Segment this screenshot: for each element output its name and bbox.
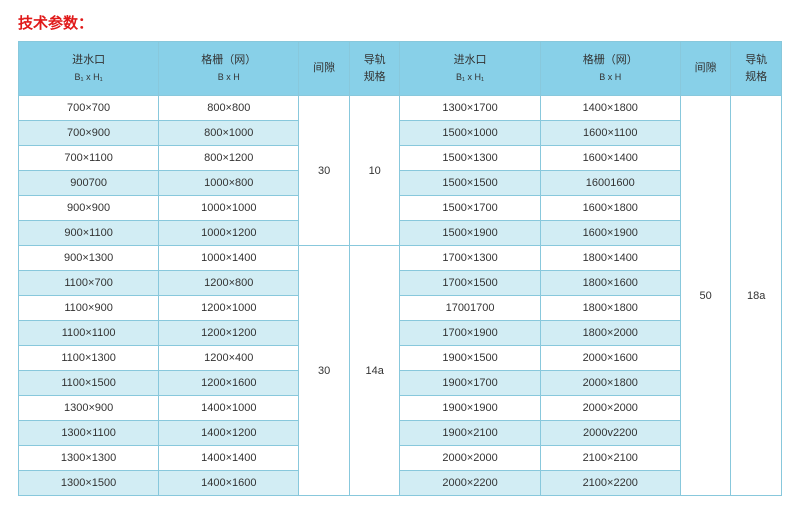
cell-inlet-left: 1300×1500	[19, 471, 159, 496]
table-row: 900×13001000×14003014a1700×13001800×1400	[19, 246, 782, 271]
header-gap-left: 间隙	[299, 42, 350, 96]
table-header-row: 进水口 B₁ x H₁ 格栅（网） B x H 间隙 导轨 规格 进水口 B₁ …	[19, 42, 782, 96]
cell-inlet-left: 1300×1100	[19, 421, 159, 446]
cell-inlet-left: 1100×900	[19, 296, 159, 321]
cell-inlet-right: 1500×1000	[400, 121, 540, 146]
cell-grid-left: 1200×1600	[159, 371, 299, 396]
cell-inlet-left: 700×700	[19, 96, 159, 121]
cell-grid-right: 2000×1800	[540, 371, 680, 396]
header-gap-right: 间隙	[680, 42, 731, 96]
cell-grid-left: 1200×1200	[159, 321, 299, 346]
cell-gap-right: 50	[680, 96, 731, 496]
cell-grid-right: 1600×1400	[540, 146, 680, 171]
cell-grid-left: 1200×800	[159, 271, 299, 296]
cell-grid-right: 1600×1800	[540, 196, 680, 221]
cell-grid-left: 1200×1000	[159, 296, 299, 321]
cell-gap-left-a: 30	[299, 96, 350, 246]
cell-inlet-left: 1300×900	[19, 396, 159, 421]
cell-inlet-right: 1500×1700	[400, 196, 540, 221]
table-row: 700×700800×80030101300×17001400×18005018…	[19, 96, 782, 121]
cell-grid-left: 1400×1200	[159, 421, 299, 446]
cell-grid-left: 800×1000	[159, 121, 299, 146]
table-row: 700×900800×1000 1500×10001600×1100	[19, 121, 782, 146]
table-row: 700×1100800×1200 1500×13001600×1400	[19, 146, 782, 171]
cell-grid-left: 1000×1400	[159, 246, 299, 271]
cell-grid-right: 1600×1100	[540, 121, 680, 146]
cell-inlet-right: 17001700	[400, 296, 540, 321]
cell-grid-right: 2000v2200	[540, 421, 680, 446]
table-row: 900×11001000×1200 1500×19001600×1900	[19, 221, 782, 246]
cell-grid-right: 1800×1400	[540, 246, 680, 271]
cell-grid-left: 1400×1000	[159, 396, 299, 421]
cell-grid-right: 2000×1600	[540, 346, 680, 371]
cell-grid-right: 1400×1800	[540, 96, 680, 121]
cell-grid-right: 2000×2000	[540, 396, 680, 421]
header-rail-left: 导轨 规格	[349, 42, 400, 96]
table-row: 1100×7001200×800 1700×15001800×1600	[19, 271, 782, 296]
cell-inlet-left: 900700	[19, 171, 159, 196]
cell-inlet-left: 900×1100	[19, 221, 159, 246]
cell-grid-right: 1800×1800	[540, 296, 680, 321]
cell-inlet-right: 2000×2000	[400, 446, 540, 471]
spec-table: 进水口 B₁ x H₁ 格栅（网） B x H 间隙 导轨 规格 进水口 B₁ …	[18, 41, 782, 496]
cell-gap-left-b: 30	[299, 246, 350, 496]
cell-grid-right: 1800×1600	[540, 271, 680, 296]
table-row: 1300×13001400×1400 2000×20002100×2100	[19, 446, 782, 471]
cell-grid-right: 16001600	[540, 171, 680, 196]
cell-grid-left: 1400×1400	[159, 446, 299, 471]
cell-grid-left: 1000×800	[159, 171, 299, 196]
cell-grid-right: 1800×2000	[540, 321, 680, 346]
table-row: 1100×13001200×400 1900×15002000×1600	[19, 346, 782, 371]
cell-grid-left: 1200×400	[159, 346, 299, 371]
cell-inlet-left: 900×900	[19, 196, 159, 221]
table-row: 1100×15001200×1600 1900×17002000×1800	[19, 371, 782, 396]
header-inlet-right: 进水口 B₁ x H₁	[400, 42, 540, 96]
table-row: 1300×11001400×1200 1900×21002000v2200	[19, 421, 782, 446]
cell-rail-right: 18a	[731, 96, 782, 496]
cell-grid-right: 1600×1900	[540, 221, 680, 246]
table-row: 1100×9001200×1000 170017001800×1800	[19, 296, 782, 321]
cell-inlet-right: 1900×1500	[400, 346, 540, 371]
cell-grid-left: 1400×1600	[159, 471, 299, 496]
cell-grid-left: 800×1200	[159, 146, 299, 171]
cell-inlet-right: 1700×1500	[400, 271, 540, 296]
table-row: 1300×9001400×1000 1900×19002000×2000	[19, 396, 782, 421]
table-body: 700×700800×80030101300×17001400×18005018…	[19, 96, 782, 496]
cell-grid-left: 1000×1200	[159, 221, 299, 246]
cell-grid-right: 2100×2200	[540, 471, 680, 496]
header-grid-left: 格栅（网） B x H	[159, 42, 299, 96]
cell-inlet-right: 1700×1900	[400, 321, 540, 346]
cell-inlet-right: 1700×1300	[400, 246, 540, 271]
cell-rail-left-a: 10	[349, 96, 400, 246]
cell-grid-left: 800×800	[159, 96, 299, 121]
header-rail-right: 导轨 规格	[731, 42, 782, 96]
table-row: 1100×11001200×1200 1700×19001800×2000	[19, 321, 782, 346]
cell-inlet-left: 1100×700	[19, 271, 159, 296]
cell-inlet-right: 1900×2100	[400, 421, 540, 446]
cell-inlet-right: 2000×2200	[400, 471, 540, 496]
cell-inlet-right: 1500×1300	[400, 146, 540, 171]
header-inlet-left: 进水口 B₁ x H₁	[19, 42, 159, 96]
header-grid-right: 格栅（网） B x H	[540, 42, 680, 96]
cell-inlet-left: 1300×1300	[19, 446, 159, 471]
cell-grid-left: 1000×1000	[159, 196, 299, 221]
cell-inlet-left: 900×1300	[19, 246, 159, 271]
table-row: 900×9001000×1000 1500×17001600×1800	[19, 196, 782, 221]
section-title: 技术参数：	[18, 12, 782, 33]
table-row: 9007001000×800 1500×150016001600	[19, 171, 782, 196]
cell-grid-right: 2100×2100	[540, 446, 680, 471]
cell-inlet-left: 1100×1100	[19, 321, 159, 346]
cell-inlet-left: 1100×1500	[19, 371, 159, 396]
cell-inlet-right: 1900×1900	[400, 396, 540, 421]
cell-rail-left-b: 14a	[349, 246, 400, 496]
cell-inlet-right: 1500×1900	[400, 221, 540, 246]
cell-inlet-right: 1300×1700	[400, 96, 540, 121]
cell-inlet-right: 1900×1700	[400, 371, 540, 396]
table-row: 1300×15001400×1600 2000×22002100×2200	[19, 471, 782, 496]
cell-inlet-left: 1100×1300	[19, 346, 159, 371]
cell-inlet-right: 1500×1500	[400, 171, 540, 196]
cell-inlet-left: 700×1100	[19, 146, 159, 171]
cell-inlet-left: 700×900	[19, 121, 159, 146]
